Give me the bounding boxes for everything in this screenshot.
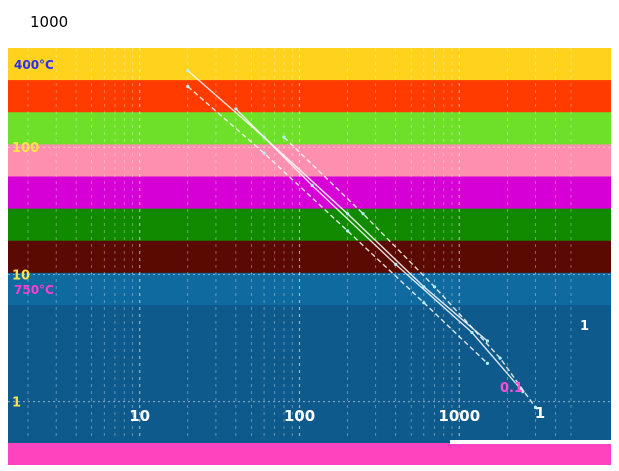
series-layer bbox=[186, 69, 538, 410]
series-line-1 bbox=[187, 85, 488, 364]
series-point bbox=[186, 69, 190, 73]
y-tick-label: 1000 bbox=[30, 13, 68, 31]
series-point bbox=[432, 285, 437, 289]
y-tick-label: 100 bbox=[12, 141, 39, 156]
series-point bbox=[346, 212, 350, 216]
series-point bbox=[361, 212, 365, 216]
band-5 bbox=[8, 208, 611, 242]
series-point bbox=[485, 361, 490, 365]
band-label: 750°C bbox=[14, 283, 54, 297]
footer-strip bbox=[8, 443, 611, 465]
band-4 bbox=[8, 176, 611, 210]
y-tick-label: 1 bbox=[12, 396, 21, 411]
lower-panel bbox=[8, 305, 611, 443]
y-tick-label: 10 bbox=[12, 268, 30, 283]
y2-tick-label: 0.1 bbox=[500, 381, 523, 396]
band-3 bbox=[8, 144, 611, 177]
footer-separator bbox=[450, 440, 611, 444]
series-point bbox=[422, 285, 426, 289]
x-tick-label: 10 bbox=[129, 407, 150, 425]
x-tick-label: 1000 bbox=[438, 407, 480, 425]
series-point bbox=[186, 84, 190, 89]
series-point bbox=[282, 135, 286, 139]
band-layer: 400°C 750°C bbox=[8, 48, 611, 306]
y-axis-ticks: 1000 100 10 1 1 0.1 bbox=[12, 13, 589, 411]
series-point bbox=[394, 262, 398, 266]
band-0 bbox=[8, 48, 611, 81]
y2-tick-label: 1 bbox=[580, 319, 589, 334]
band-2 bbox=[8, 112, 611, 145]
band-1 bbox=[8, 80, 611, 113]
band-7 bbox=[8, 272, 611, 306]
series-point bbox=[498, 356, 502, 360]
x-axis-ticks: 10 100 1000 1 bbox=[129, 404, 545, 425]
series-point bbox=[422, 301, 426, 305]
series-point bbox=[234, 107, 238, 111]
x2-tick-label: 1 bbox=[535, 404, 545, 422]
series-point bbox=[346, 229, 350, 233]
series-point bbox=[470, 330, 474, 335]
band-label: 400°C bbox=[14, 58, 54, 72]
band-6 bbox=[8, 240, 611, 274]
series-point bbox=[521, 390, 525, 394]
series-point bbox=[485, 339, 490, 343]
series-point bbox=[262, 151, 266, 155]
series-point bbox=[533, 405, 538, 410]
x-tick-label: 100 bbox=[284, 407, 315, 425]
series-point bbox=[310, 183, 314, 188]
